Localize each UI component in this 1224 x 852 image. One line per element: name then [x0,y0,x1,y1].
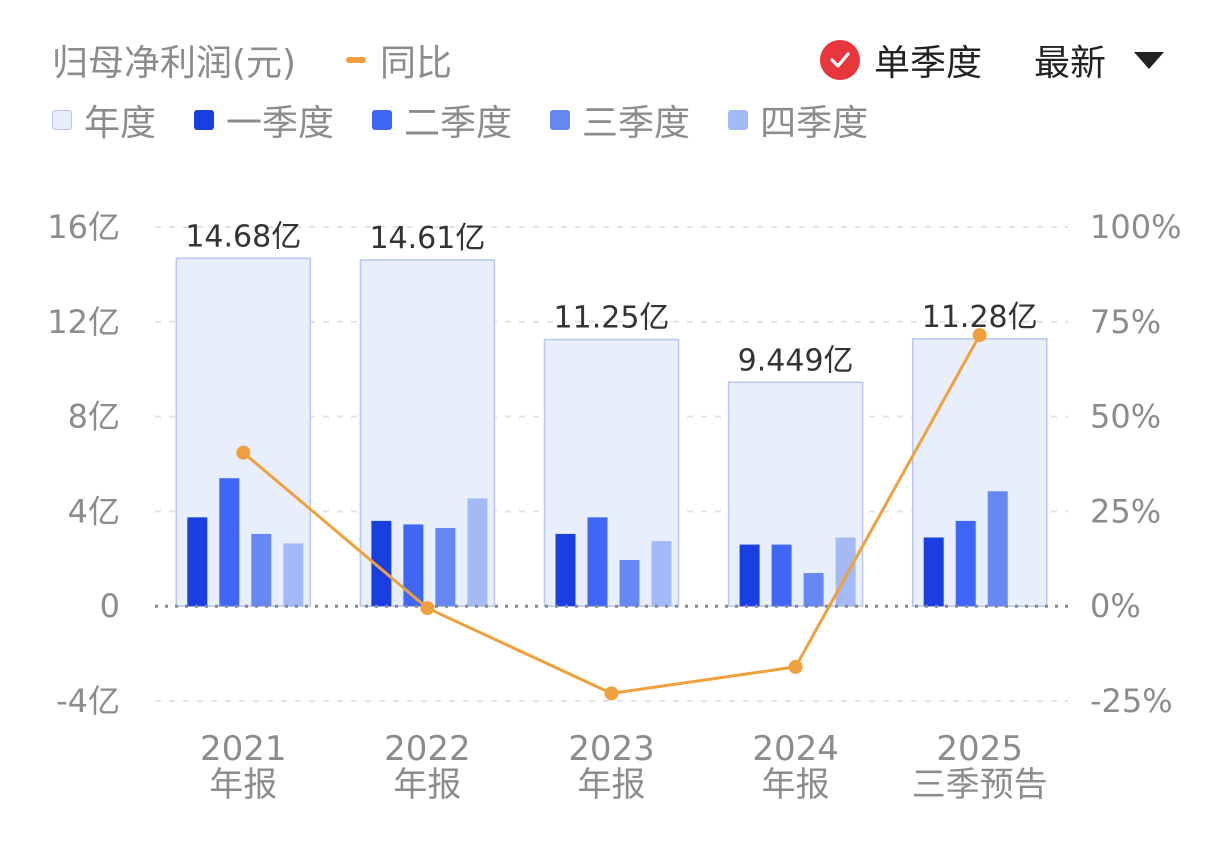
y-left-tick-label: 12亿 [47,303,120,341]
y-right-tick-label: 25% [1090,492,1161,530]
quarter-bar-q4 [467,498,488,607]
legend-label-q4: 四季度 [760,103,869,144]
y-right-tick-label: 75% [1090,303,1161,341]
quarter-bar-q1 [187,517,208,607]
yoy-line-swatch [346,57,366,63]
legend-swatch-q4 [728,110,749,130]
yoy-point [788,659,803,674]
legend-swatch-annual [52,110,72,130]
checkmark-icon [820,40,860,80]
legend-label-annual: 年度 [84,103,157,144]
quarter-bar-q4 [835,537,856,607]
x-tick-label: 2025 [936,729,1023,769]
x-tick-label: 年报 [578,765,646,805]
yoy-point [236,445,251,460]
quarter-bar-q1 [371,520,392,607]
quarter-bar-q3 [619,559,640,607]
quarter-bar-q4 [283,543,304,607]
annual-value-label: 14.61亿 [369,221,485,256]
y-right-tick-label: 0% [1090,587,1141,625]
quarter-bar-q1 [555,533,576,607]
quarter-bar-q2 [403,524,424,607]
x-tick-label: 三季预告 [912,765,1048,805]
annual-value-label: 14.68亿 [185,219,301,254]
quarter-bar-q3 [803,573,824,607]
yoy-point [972,328,987,343]
y-left-tick-label: 16亿 [47,208,120,246]
x-tick-label: 2023 [568,729,655,769]
legend-label-q1: 一季度 [226,103,335,144]
yoy-point [420,601,435,616]
latest-label: 最新 [1034,43,1107,84]
y-left-tick-label: 4亿 [68,492,120,530]
yoy-point [604,686,619,701]
quarter-bar-q2 [955,520,976,607]
y-right-tick-label: 50% [1090,398,1161,436]
quarter-bar-q2 [587,517,608,607]
legend-item-q3[interactable]: 三季度 [550,94,690,146]
annual-value-label: 11.25亿 [554,301,670,336]
legend-swatch-q3 [550,110,571,130]
legend-item-annual[interactable]: 年度 [52,94,156,146]
annual-value-label: 9.449亿 [738,343,854,378]
legend-item-q2[interactable]: 二季度 [372,94,512,146]
quarter-bar-q3 [435,527,456,607]
x-tick-label: 2024 [752,729,839,769]
chart-header: 归母净利润(元) 同比 单季度 最新 年度 一季度 二季度 三季度 [0,0,1224,160]
legend-label-q3: 三季度 [582,103,691,144]
legend-label-yoy: 同比 [380,43,453,84]
x-tick-label: 2021 [200,729,287,769]
x-tick-label: 2022 [384,729,471,769]
quarter-bar-q1 [739,544,760,607]
legend: 年度 一季度 二季度 三季度 四季度 [52,94,906,146]
quarter-bar-q3 [251,533,272,607]
legend-swatch-q2 [372,110,393,130]
y-left-tick-label: 8亿 [68,398,120,436]
y-right-tick-label: -25% [1090,682,1173,720]
y-right-tick-label: 100% [1090,208,1181,246]
quarter-bar-q2 [219,478,240,607]
legend-swatch-q1 [194,110,215,130]
legend-item-yoy[interactable]: 同比 [346,34,452,86]
quarter-bar-q4 [651,541,672,607]
latest-dropdown[interactable]: 最新 [1034,34,1165,86]
x-tick-label: 年报 [393,765,461,805]
single-quarter-label: 单季度 [874,43,983,84]
x-tick-label: 年报 [762,765,830,805]
quarter-bar-q1 [923,537,944,607]
legend-item-q1[interactable]: 一季度 [194,94,334,146]
legend-label-q2: 二季度 [404,103,513,144]
legend-item-q4[interactable]: 四季度 [728,94,868,146]
quarter-bar-q3 [987,491,1008,607]
y-left-tick-label: -4亿 [56,682,120,720]
single-quarter-toggle[interactable]: 单季度 [820,34,982,86]
chart-title: 归母净利润(元) [52,43,297,84]
y-left-tick-label: 0 [100,587,120,625]
x-tick-label: 年报 [209,765,277,805]
quarter-bar-q2 [771,544,792,607]
dropdown-triangle-icon [1134,51,1165,69]
